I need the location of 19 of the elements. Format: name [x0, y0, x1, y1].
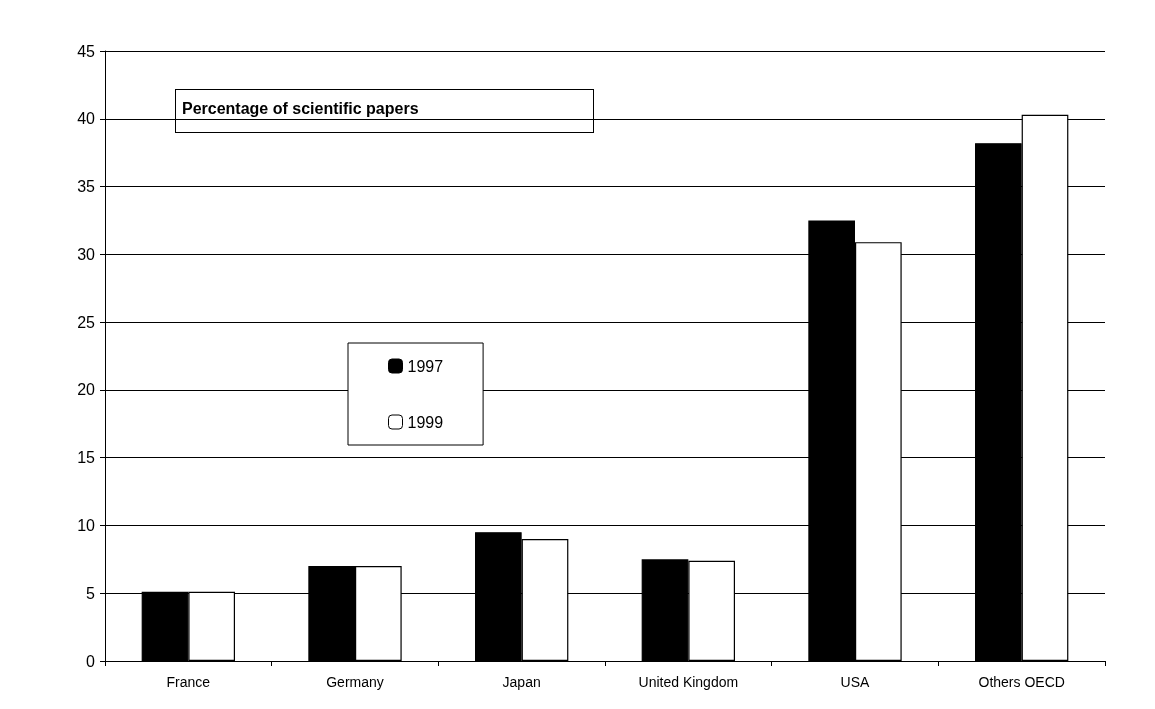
- text: Percentage of scientific papers: [175, 89, 594, 133]
- x-tick-label: USA: [840, 674, 871, 690]
- x-tick-label: Others OECD: [978, 674, 1065, 690]
- y-tick-label: 0: [86, 652, 96, 670]
- y-tick-label: 25: [77, 313, 96, 331]
- x-tick-label: United Kingdom: [638, 674, 739, 690]
- y-tick-label: 45: [77, 42, 96, 60]
- x-tick-label: Japan: [502, 674, 541, 690]
- y-tick-label: 10: [77, 516, 96, 534]
- y-tick-label: 5: [86, 584, 96, 602]
- y-tick-label: 40: [77, 110, 96, 128]
- legend-label: 1997: [407, 357, 444, 375]
- y-tick-label: 20: [77, 381, 96, 399]
- legend-label: 1999: [407, 413, 444, 431]
- y-tick-label: 30: [77, 245, 96, 263]
- x-tick-label: France: [166, 674, 211, 690]
- y-tick-label: 15: [77, 449, 96, 467]
- y-tick-label: 35: [77, 178, 96, 196]
- x-tick-label: Germany: [326, 674, 384, 690]
